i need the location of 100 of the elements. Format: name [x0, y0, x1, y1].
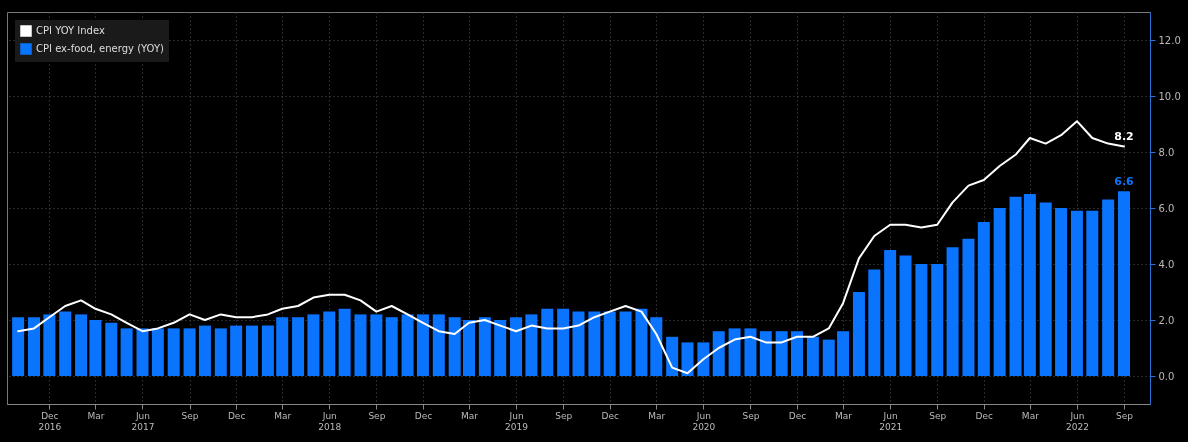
bar: [151, 328, 164, 376]
bar: [884, 250, 897, 376]
bar: [214, 328, 227, 376]
bar: [946, 247, 959, 376]
bar: [385, 317, 398, 376]
bar: [120, 328, 133, 376]
bar: [603, 311, 616, 376]
x-tick-label: Dec: [601, 410, 619, 421]
y-tick-label: 0.0: [1158, 370, 1175, 382]
bar: [681, 342, 694, 376]
bar: [43, 314, 56, 376]
bar: [261, 325, 274, 376]
bar: [1086, 210, 1099, 376]
bar: [915, 264, 928, 376]
bar: [962, 238, 975, 376]
x-tick-label: Dec: [788, 410, 807, 421]
bar: [1055, 208, 1068, 376]
x-tick-label: Mar: [648, 410, 666, 421]
x-tick-label: Sep: [181, 410, 199, 421]
bar: [619, 311, 632, 376]
bar: [75, 314, 88, 376]
bar: [791, 331, 804, 376]
x-tick-label: Sep: [555, 410, 573, 421]
bar: [837, 331, 850, 376]
bar: [510, 317, 523, 376]
bar: [338, 308, 351, 376]
bar: [977, 222, 990, 376]
bar: [246, 325, 259, 376]
bar: [728, 328, 741, 376]
bar: [136, 328, 149, 376]
x-tick-label: Jun 2021: [879, 410, 903, 432]
bar: [230, 325, 243, 376]
bar: [650, 317, 663, 376]
x-tick-label: Jun 2020: [692, 410, 716, 432]
x-tick-label: Dec 2016: [38, 410, 62, 432]
bar: [572, 311, 585, 376]
bar: [868, 269, 881, 376]
bar: [712, 331, 725, 376]
bar: [759, 331, 772, 376]
x-tick-label: Mar: [1021, 410, 1040, 421]
bar: [525, 314, 538, 376]
bar: [105, 322, 118, 376]
data-label: 6.6: [1114, 175, 1135, 189]
x-tick-label: Dec: [414, 410, 433, 421]
x-tick-label: Sep: [742, 410, 760, 421]
legend-label: CPI ex-food, energy (YOY): [36, 43, 165, 54]
y-tick-label: 10.0: [1158, 90, 1181, 102]
bar: [323, 311, 336, 376]
bar: [89, 320, 102, 376]
bar: [993, 208, 1006, 376]
bar: [1009, 196, 1022, 376]
x-tick-label: Dec: [975, 410, 994, 421]
legend-label: CPI YOY Index: [36, 25, 105, 36]
y-tick-label: 4.0: [1158, 258, 1175, 270]
bar: [852, 292, 865, 376]
x-tick-label: Jun 2019: [505, 410, 529, 432]
bar: [1039, 202, 1052, 376]
x-tick-label: Sep: [929, 410, 947, 421]
bar: [370, 314, 383, 376]
bar: [931, 264, 944, 376]
x-tick-label: Jun 2022: [1065, 410, 1089, 432]
x-tick-label: Mar: [460, 410, 479, 421]
bar: [292, 317, 305, 376]
y-tick-label: 8.0: [1158, 146, 1175, 158]
bar: [28, 317, 40, 376]
x-tick-label: Mar: [274, 410, 292, 421]
y-tick-label: 2.0: [1158, 314, 1175, 326]
x-tick-label: Dec: [227, 410, 246, 421]
x-tick-label: Mar: [87, 410, 105, 421]
bar: [697, 342, 710, 376]
bar: [478, 317, 491, 376]
bar: [806, 336, 819, 376]
bar: [198, 325, 211, 376]
bar: [1102, 199, 1115, 376]
bar: [432, 314, 445, 376]
x-tick-label: Sep: [1116, 410, 1134, 421]
y-tick-label: 6.0: [1158, 202, 1175, 214]
bar: [276, 317, 289, 376]
bar: [822, 339, 835, 376]
bar: [541, 308, 554, 376]
x-tick-label: Jun 2017: [131, 410, 155, 432]
x-tick-label: Sep: [368, 410, 386, 421]
x-tick-label: Mar: [835, 410, 853, 421]
bar: [899, 255, 912, 376]
bar: [744, 328, 757, 376]
bar: [59, 311, 72, 376]
bar: [416, 314, 429, 376]
bar: [494, 320, 507, 376]
bar: [183, 328, 196, 376]
bar: [557, 308, 570, 376]
bar: [448, 317, 461, 376]
bar: [307, 314, 320, 376]
bar: [775, 331, 788, 376]
bar: [401, 314, 414, 376]
data-label: 8.2: [1114, 130, 1134, 144]
bar: [1023, 194, 1036, 376]
bar: [666, 336, 679, 376]
bar: [167, 328, 180, 376]
bar: [635, 308, 648, 376]
bar: [588, 311, 601, 376]
